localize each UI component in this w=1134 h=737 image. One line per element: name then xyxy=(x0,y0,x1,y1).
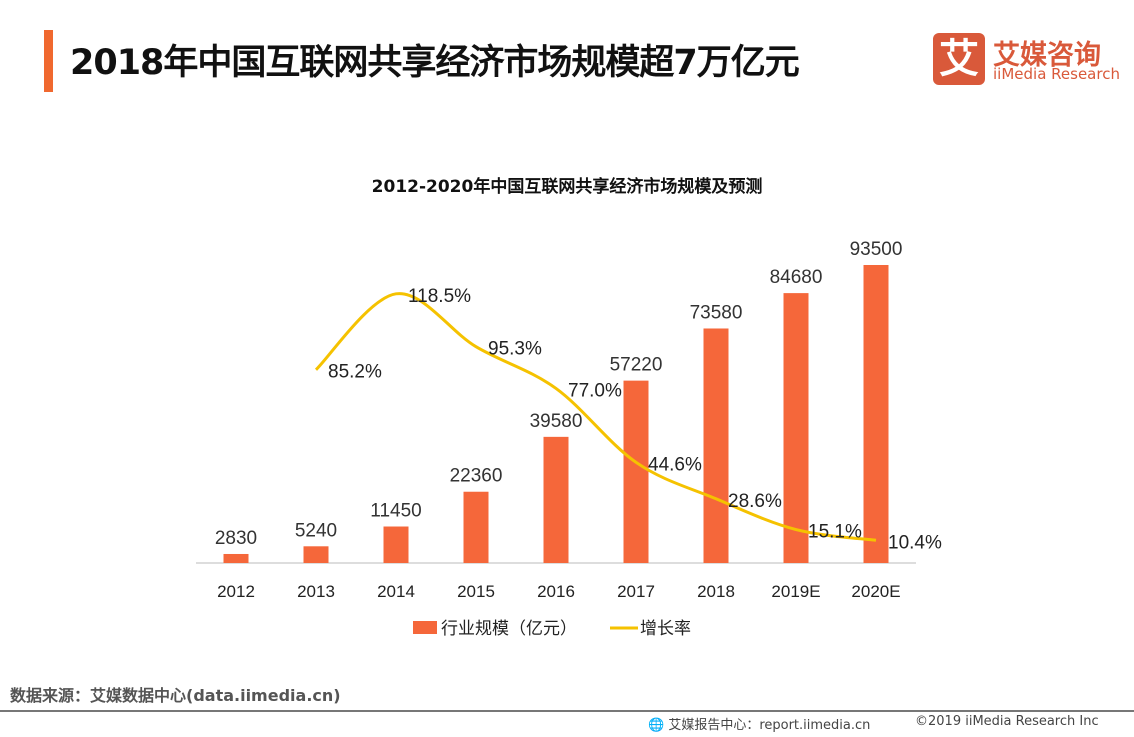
bar-label-2019E: 84680 xyxy=(770,267,823,288)
x-tick-2015: 2015 xyxy=(457,582,495,601)
footer-report-text: 艾媒报告中心：report.iimedia.cn xyxy=(668,718,871,733)
bar-2017 xyxy=(623,380,649,563)
bar-label-2016: 39580 xyxy=(530,411,583,432)
growth-label-2017: 44.6% xyxy=(648,454,702,475)
bar-2016 xyxy=(543,436,569,563)
growth-label-2013: 85.2% xyxy=(328,362,382,383)
bar-2012 xyxy=(223,553,249,563)
x-tick-2019E: 2019E xyxy=(771,582,820,601)
bar-label-2017: 57220 xyxy=(610,355,663,376)
footer-report: 🌐 艾媒报告中心：report.iimedia.cn xyxy=(648,714,870,733)
bar-2015 xyxy=(463,491,489,563)
logo: 艾 艾媒咨询 iiMedia Research xyxy=(933,33,1123,85)
bar-2019E xyxy=(783,293,809,563)
growth-label-2019E: 15.1% xyxy=(808,522,862,543)
x-tick-2018: 2018 xyxy=(697,582,735,601)
chart: 2830 2012 5240 2013 11450 2014 22360 2015 39580 2… xyxy=(196,239,942,639)
growth-label-2015: 95.3% xyxy=(488,339,542,360)
bar-2014 xyxy=(383,526,409,563)
legend-bar-label: 行业规模（亿元） xyxy=(441,619,577,639)
x-tick-2013: 2013 xyxy=(297,582,335,601)
x-tick-2017: 2017 xyxy=(617,582,655,601)
growth-label-2020E: 10.4% xyxy=(888,532,942,553)
x-tick-2020E: 2020E xyxy=(851,582,900,601)
globe-icon: 🌐 xyxy=(648,718,665,733)
logo-en: iiMedia Research xyxy=(993,65,1120,83)
footer-divider xyxy=(0,710,1134,712)
bar-2013 xyxy=(303,546,329,563)
page-title: 2018年中国互联网共享经济市场规模超7万亿元 xyxy=(70,43,800,83)
footer-copyright: ©2019 iiMedia Research Inc xyxy=(915,714,1099,729)
bar-label-2020E: 93500 xyxy=(850,239,903,260)
growth-label-2014: 118.5% xyxy=(408,286,471,307)
bar-2018 xyxy=(703,328,729,563)
x-tick-2016: 2016 xyxy=(537,582,575,601)
bar-label-2015: 22360 xyxy=(450,466,503,487)
x-tick-2014: 2014 xyxy=(377,582,415,601)
legend-bar-swatch xyxy=(413,621,437,634)
bar-label-2013: 5240 xyxy=(295,520,337,541)
growth-label-2016: 77.0% xyxy=(568,380,622,401)
logo-mark: 艾 xyxy=(933,33,985,85)
data-source: 数据来源：艾媒数据中心(data.iimedia.cn) xyxy=(10,686,341,705)
growth-label-2018: 28.6% xyxy=(728,491,782,512)
bar-2020E xyxy=(863,265,889,563)
bar-label-2018: 73580 xyxy=(690,302,743,323)
legend-line-label: 增长率 xyxy=(640,619,691,639)
bar-label-2014: 11450 xyxy=(370,501,421,522)
x-tick-2012: 2012 xyxy=(217,582,255,601)
chart-title: 2012-2020年中国互联网共享经济市场规模及预测 xyxy=(371,177,763,197)
title-accent-bar xyxy=(44,30,53,92)
growth-line xyxy=(314,292,877,542)
logo-cn: 艾媒咨询 xyxy=(993,40,1101,71)
bar-label-2012: 2830 xyxy=(215,528,257,549)
